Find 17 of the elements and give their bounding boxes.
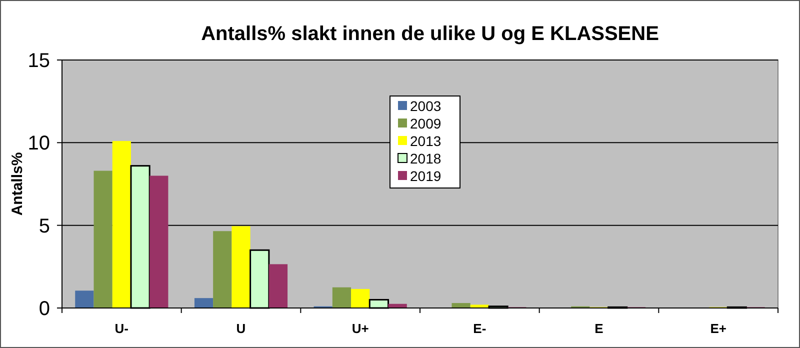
legend-label: 2018: [410, 150, 442, 166]
y-tick-label: 0: [38, 298, 50, 320]
legend-label: 2013: [410, 132, 442, 149]
x-tick-label: E: [594, 321, 604, 336]
y-tick-label: 5: [38, 215, 50, 238]
x-tick-label: U: [236, 321, 246, 336]
chart-title: Antalls% slakt innen de ulike U og E KLASSENE: [201, 23, 659, 45]
legend-label: 2009: [410, 115, 442, 132]
x-tick-label: E+: [710, 321, 727, 336]
x-tick-label: E-: [473, 321, 486, 336]
y-axis-title: Antalls%: [9, 152, 26, 216]
legend-label: 2019: [410, 168, 442, 184]
x-tick-label: U+: [352, 321, 370, 336]
x-tick-label: U-: [114, 321, 129, 336]
y-tick-label: 10: [28, 132, 50, 155]
y-tick-label: 15: [28, 50, 50, 72]
legend-label: 2003: [410, 98, 442, 114]
